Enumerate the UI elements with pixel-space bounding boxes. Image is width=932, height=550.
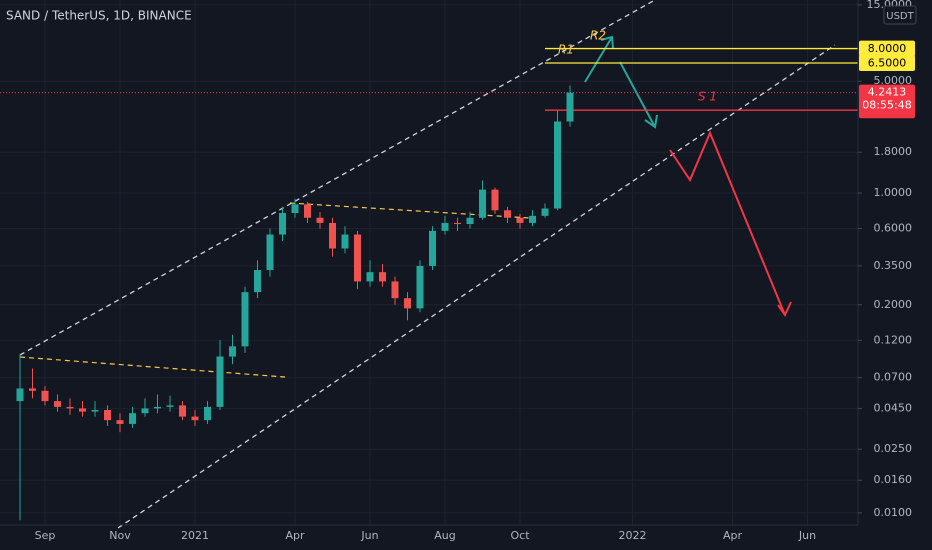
y-tick-label: 1.0000 bbox=[874, 186, 913, 199]
candle-body bbox=[179, 405, 186, 417]
annotation: R2 bbox=[590, 29, 606, 43]
chart-title: SAND / TetherUS, 1D, BINANCE bbox=[6, 9, 192, 23]
candle-body bbox=[41, 390, 49, 402]
candle-body bbox=[429, 230, 436, 266]
candle-body bbox=[491, 189, 499, 211]
trend-line bbox=[289, 202, 531, 219]
candle-body bbox=[541, 208, 549, 216]
candle-body bbox=[454, 222, 461, 225]
candle-body bbox=[116, 420, 124, 424]
candle-body bbox=[66, 406, 74, 409]
candle-body bbox=[16, 388, 24, 402]
candle-body bbox=[379, 272, 386, 282]
candle-body bbox=[279, 212, 286, 235]
candle-body bbox=[229, 346, 236, 357]
candle-body bbox=[79, 408, 86, 412]
candle-body bbox=[341, 234, 349, 249]
x-tick-label: Apr bbox=[285, 529, 305, 542]
arrow-head bbox=[644, 114, 658, 129]
y-tick-label: 0.1200 bbox=[874, 333, 913, 346]
candle-body bbox=[504, 210, 511, 218]
arrow bbox=[669, 130, 786, 316]
currency-box bbox=[883, 5, 917, 25]
y-tick-label: 15.0000 bbox=[867, 0, 913, 11]
candle-body bbox=[204, 406, 211, 421]
candle-body bbox=[29, 388, 36, 391]
annotation: R1 bbox=[558, 43, 574, 57]
candle-body bbox=[466, 217, 474, 225]
y-tick-label: 5.0000 bbox=[874, 74, 913, 87]
candle-body bbox=[129, 413, 136, 424]
arrow bbox=[619, 61, 656, 128]
candle-body bbox=[241, 292, 249, 347]
y-tick-label: 0.0100 bbox=[874, 506, 913, 519]
price-label: 4.2413 bbox=[868, 86, 907, 99]
candle-body bbox=[554, 121, 561, 209]
arrow bbox=[584, 36, 613, 83]
candle-body bbox=[416, 265, 424, 309]
level-tag bbox=[859, 40, 915, 57]
candle-body bbox=[391, 281, 399, 299]
x-tick-label: 2021 bbox=[181, 529, 209, 542]
candle-body bbox=[91, 409, 99, 412]
y-tick-label: 0.6000 bbox=[874, 221, 913, 234]
y-tick-label: 0.0450 bbox=[874, 401, 913, 414]
axis: 15.0000 5.0000 1.8000 1.0000 0.6000 0.3500 0.2… bbox=[35, 0, 915, 542]
level-tag bbox=[859, 55, 915, 72]
y-tick-label: 1.8000 bbox=[874, 145, 913, 158]
x-tick-label: Jun bbox=[360, 529, 378, 542]
x-tick-label: 2022 bbox=[619, 529, 647, 542]
candle-body bbox=[529, 215, 536, 223]
price-tag bbox=[859, 84, 915, 115]
levels bbox=[0, 47, 858, 111]
candle-body bbox=[191, 416, 199, 421]
candle-body bbox=[104, 409, 111, 421]
candle-body bbox=[441, 222, 449, 231]
x-tick-label: Nov bbox=[109, 529, 131, 542]
x-tick-label: Sep bbox=[35, 529, 56, 542]
annotation: S 1 bbox=[698, 90, 717, 104]
candle-body bbox=[216, 356, 224, 407]
candle-body bbox=[404, 298, 411, 309]
candle-body bbox=[291, 204, 299, 213]
candle-body bbox=[366, 272, 374, 282]
currency: USDT bbox=[886, 11, 914, 22]
arrow-head bbox=[600, 35, 614, 49]
candle-body bbox=[154, 406, 161, 409]
y-tick-label: 0.2000 bbox=[874, 298, 913, 311]
candle-body bbox=[254, 270, 261, 293]
channel-upper bbox=[19, 0, 656, 356]
candle-body bbox=[316, 217, 324, 223]
drawings bbox=[19, 0, 836, 529]
y-tick-label: 0.0700 bbox=[874, 371, 913, 384]
countdown: 08:55:48 bbox=[862, 99, 911, 112]
level-label: 6.5000 bbox=[868, 57, 907, 70]
y-tick-label: 0.3500 bbox=[874, 259, 913, 272]
candle-body bbox=[566, 92, 574, 122]
y-tick-label: 0.0160 bbox=[874, 473, 913, 486]
arrow-head bbox=[777, 301, 792, 317]
channel-lower bbox=[117, 44, 836, 529]
candle-body bbox=[141, 408, 149, 414]
candle-body bbox=[354, 234, 361, 282]
candle-body bbox=[516, 217, 524, 223]
candle-body bbox=[329, 222, 336, 249]
x-tick-label: Jun bbox=[798, 529, 816, 542]
level-label: 8.0000 bbox=[868, 42, 907, 55]
candles bbox=[16, 85, 574, 521]
candle-body bbox=[166, 405, 174, 407]
x-tick-label: Aug bbox=[434, 529, 455, 542]
candle-body bbox=[479, 189, 486, 218]
candle-body bbox=[266, 234, 274, 271]
y-tick-label: 0.0250 bbox=[874, 442, 913, 455]
x-tick-label: Oct bbox=[510, 529, 530, 542]
candle-body bbox=[54, 401, 61, 407]
candle-body bbox=[304, 204, 311, 218]
x-tick-label: Apr bbox=[723, 529, 743, 542]
